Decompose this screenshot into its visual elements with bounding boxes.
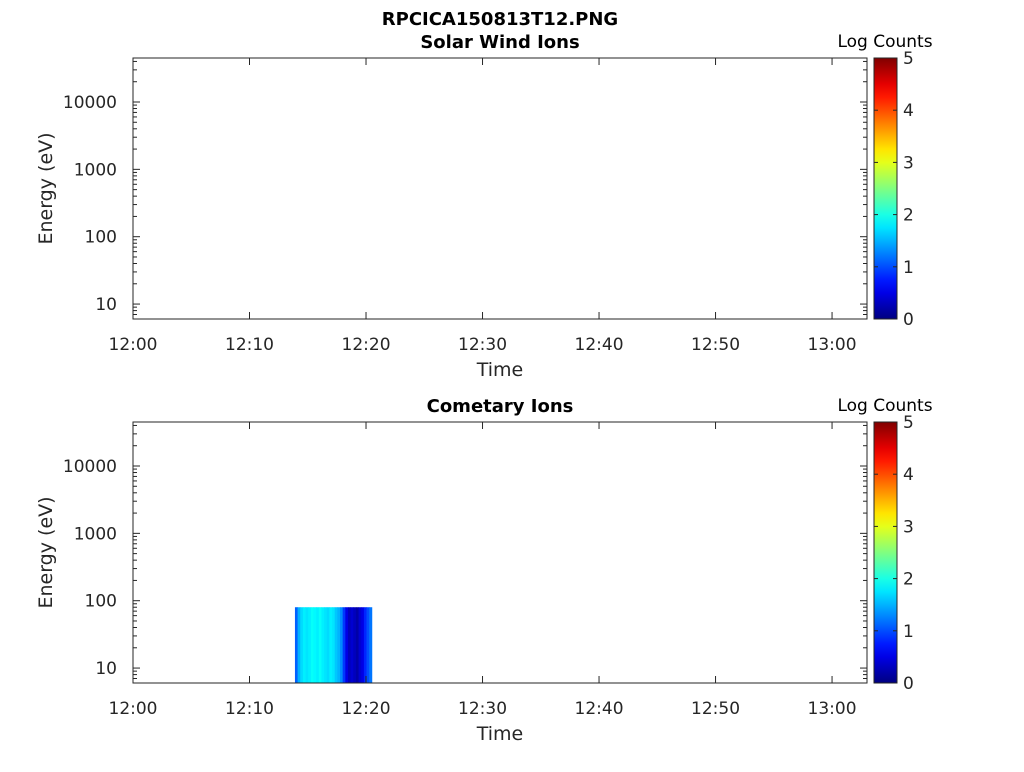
spectrogram-column <box>329 607 333 683</box>
colorbar <box>873 421 898 684</box>
colorbar-title: Log Counts <box>837 32 932 52</box>
colorbar-tick-label: 2 <box>903 570 914 590</box>
spectrogram-column <box>310 607 314 683</box>
colorbar-tick-label: 1 <box>903 622 914 642</box>
spectrogram-column <box>316 607 320 683</box>
colorbar-tick-label: 5 <box>903 49 914 69</box>
colorbar-tick-label: 2 <box>903 206 914 226</box>
colorbar-tick-label: 3 <box>903 517 914 537</box>
spectrogram-column <box>302 607 306 683</box>
colorbar-tick-label: 3 <box>903 153 914 173</box>
spectrogram-column <box>318 607 322 683</box>
spectrogram-column <box>332 607 336 683</box>
panel-title: Solar Wind Ions <box>420 32 579 53</box>
spectrogram-column <box>324 607 328 683</box>
figure-title: RPCICA150813T12.PNG <box>382 9 618 30</box>
panel-2: 12:00 12:10 12:20 12:30 12:40 12:50 13:0010100… <box>35 396 933 745</box>
x-tick-label: 12:40 <box>575 699 624 719</box>
x-tick-label: 12:20 <box>342 335 391 355</box>
spectrogram-column <box>361 607 365 683</box>
y-axis-label: Energy (eV) <box>35 496 57 608</box>
x-tick-label: 13:00 <box>808 699 857 719</box>
colorbar-tick-label: 0 <box>903 674 914 694</box>
spectrogram-column <box>300 607 304 683</box>
spectrogram-column <box>321 607 325 683</box>
x-tick-label: 12:20 <box>342 699 391 719</box>
spectrogram-column <box>345 607 349 683</box>
y-tick-label: 1000 <box>74 160 117 180</box>
colorbar-title: Log Counts <box>837 396 932 416</box>
spectrogram-column <box>340 607 344 683</box>
colorbar-tick-label: 0 <box>903 310 914 330</box>
spectrogram-column <box>342 607 346 683</box>
spectrogram-column <box>347 607 352 683</box>
panel-title: Cometary Ions <box>427 396 574 417</box>
colorbar-tick-label: 1 <box>903 258 914 278</box>
spectrogram-column <box>294 607 298 683</box>
x-tick-label: 12:30 <box>458 699 507 719</box>
x-tick-label: 13:00 <box>808 335 857 355</box>
colorbar-tick-label: 5 <box>903 413 914 433</box>
spectrogram-column <box>353 607 357 683</box>
y-tick-label: 10000 <box>63 93 117 113</box>
x-tick-label: 12:10 <box>225 335 274 355</box>
spectrogram-column <box>366 607 370 683</box>
x-tick-label: 12:00 <box>109 335 158 355</box>
spectrogram-column <box>358 607 362 683</box>
y-axis-label: Energy (eV) <box>35 132 57 244</box>
x-tick-label: 12:50 <box>691 699 740 719</box>
x-tick-label: 12:10 <box>225 699 274 719</box>
spectrogram-column <box>297 607 301 683</box>
x-tick-label: 12:40 <box>575 335 624 355</box>
y-tick-label: 1000 <box>74 524 117 544</box>
panel-1: 12:00 12:10 12:20 12:30 12:40 12:50 13:0010100… <box>35 32 933 381</box>
x-tick-label: 12:30 <box>458 335 507 355</box>
spectrogram-column <box>305 607 309 683</box>
colorbar-tick-label: 4 <box>903 101 914 121</box>
spectrogram-column <box>363 607 367 683</box>
plot-frame <box>132 421 868 684</box>
spectrogram-column <box>334 607 338 683</box>
y-tick-label: 100 <box>85 228 117 248</box>
colorbar <box>873 57 898 320</box>
x-tick-label: 12:50 <box>691 335 740 355</box>
spectrogram-column <box>350 607 354 683</box>
colorbar-tick-label: 4 <box>903 465 914 485</box>
x-axis-label: Time <box>476 359 524 381</box>
spectrogram-column <box>308 607 312 683</box>
x-tick-label: 12:00 <box>109 699 158 719</box>
y-tick-label: 10 <box>95 659 117 679</box>
y-tick-label: 100 <box>85 592 117 612</box>
spectrogram-column <box>355 607 359 683</box>
x-axis-label: Time <box>476 723 524 745</box>
y-tick-label: 10000 <box>63 457 117 477</box>
spectrogram-column <box>337 607 341 683</box>
plot-frame <box>132 57 868 320</box>
spectrogram-column <box>369 607 373 683</box>
spectrogram-column <box>313 607 317 683</box>
spectrogram-column <box>326 607 330 683</box>
y-tick-label: 10 <box>95 295 117 315</box>
